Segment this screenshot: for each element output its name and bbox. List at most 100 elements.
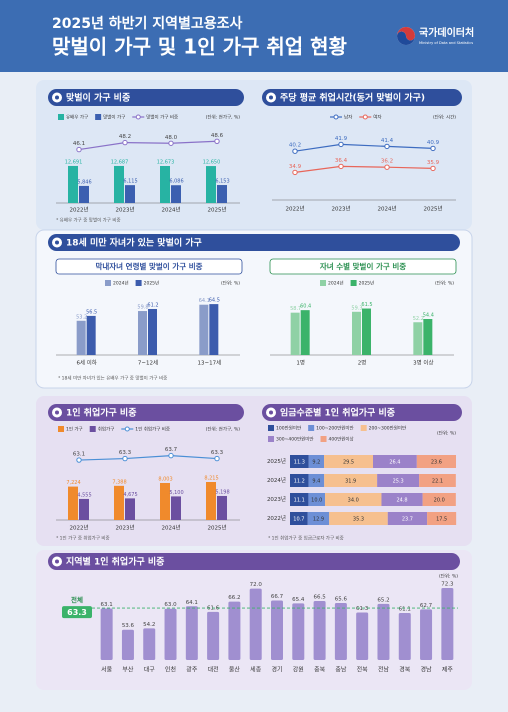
x-tick-label: 인천 [165,666,176,674]
bar-segment [387,512,428,525]
bar-segment [377,474,420,487]
data-label: 52.2 [413,316,424,322]
x-tick-label: 2024년 [161,524,180,532]
data-label: 63.3 [119,450,132,456]
data-label: 54.4 [423,313,434,319]
data-label: 6,115 [123,179,137,185]
data-label: 40.9 [427,140,440,146]
data-label: 62.7 [420,603,433,609]
bar-segment [290,493,309,506]
data-label: 72.3 [441,582,454,588]
line-point [214,455,220,462]
data-label: 41.4 [381,138,394,144]
bar-segment [308,474,325,487]
bar-segment [308,455,325,468]
header-band [0,0,508,72]
x-tick-label: 경기 [271,666,282,674]
data-label: 66.5 [313,594,326,600]
data-label: 72.0 [250,582,263,588]
line-point [338,141,344,148]
bar [217,495,227,520]
y-tick-label: 2022년 [267,514,286,522]
data-label: 23.7 [402,517,413,523]
data-label: 26.4 [389,460,400,466]
data-label: 54.2 [143,622,155,628]
legend-label: 여자 [373,114,382,121]
legend-swatch [58,426,64,432]
legend-swatch [360,425,367,431]
title-icon-dot [55,95,59,100]
line-point [168,452,174,459]
title-icon-dot [55,240,59,245]
bar-segment [308,493,326,506]
data-label: 59.3 [351,305,362,311]
data-label: 5,100 [169,490,183,496]
unit: (단위: 천가구, %) [206,426,241,433]
data-label: 64.1 [199,298,210,304]
x-tick-label: 2024년 [377,205,396,213]
data-label: 22.1 [432,479,443,485]
bar [160,482,170,520]
panel-title: 맞벌이 가구 비중 [66,92,130,104]
line [294,165,434,173]
data-label: 48.2 [119,134,131,140]
legend-swatch [268,436,274,442]
legend-marker [333,114,339,120]
x-tick-label: 대구 [144,666,156,674]
data-label: 11.3 [294,460,305,466]
legend-marker [135,114,141,120]
legend-marker [362,114,368,120]
bar [160,165,170,203]
bar [290,312,300,355]
bar-segment [324,474,378,487]
panel-title: 막내자녀 연령별 맞벌이 가구 비중 [95,261,202,271]
x-tick-label: 부산 [122,666,134,674]
x-tick-label: 2023년 [331,205,350,213]
data-label: 58.7 [290,306,301,312]
data-label: 5,846 [77,179,91,185]
bar [352,311,361,355]
x-tick-label: 대전 [208,666,219,674]
data-label: 12,650 [203,160,221,166]
line-point [122,455,128,462]
title-icon-dot [55,559,59,564]
title-icon-dot [55,410,59,415]
bar-segment [307,512,330,525]
panel-title: 임금수준별 1인 취업가구 비중 [280,407,395,419]
x-tick-label: 2022년 [69,524,88,532]
data-label: 6,086 [169,179,183,185]
subtitle-box [269,258,457,275]
reference-label: 전체 [71,595,83,604]
bar-segment [290,455,309,468]
data-label: 9.4 [312,479,320,485]
data-label: 53.6 [122,623,135,629]
title-pill [48,89,244,106]
legend-swatch [89,426,96,432]
bar [362,308,371,355]
y-tick-label: 2024년 [267,476,286,484]
y-tick-label: 2023년 [267,495,286,503]
bar [185,606,198,660]
legend-swatch [135,280,142,286]
bar-segment [290,512,308,525]
x-tick-label: 충남 [335,666,347,674]
legend-swatch [268,425,274,431]
legend-label: 1인 취업가구 비중 [135,426,170,433]
bar [138,311,147,355]
data-label: 20.0 [434,498,445,504]
line-point [430,145,436,152]
data-label: 66.2 [228,595,240,601]
line-point [168,140,174,146]
panel-title: 주당 평균 취업시간(동거 맞벌이 가구) [280,92,425,104]
bar-segment [329,512,388,525]
data-label: 63.3 [211,450,224,456]
x-tick-label: 경북 [399,667,411,674]
bar-segment [290,474,309,487]
legend-swatch [105,280,111,286]
bar [441,588,454,660]
data-label: 11.1 [294,498,305,504]
bar [313,600,326,660]
line-point [430,165,436,172]
title-icon-dot [269,95,273,100]
legend-label: 2025년 [359,280,375,287]
